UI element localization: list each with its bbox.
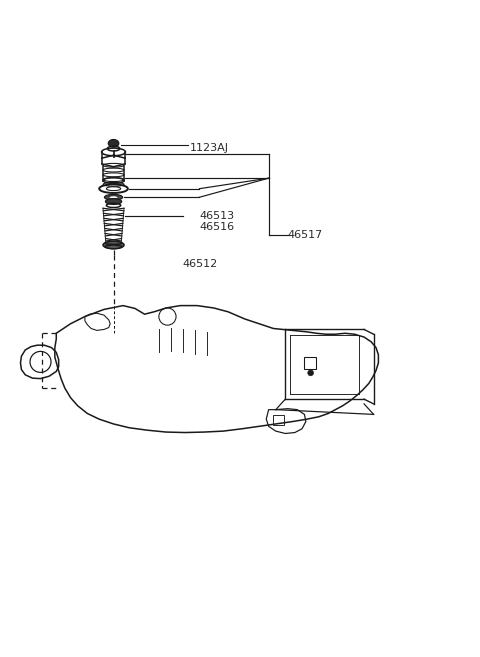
Text: 46512: 46512 (183, 259, 218, 269)
Ellipse shape (103, 241, 124, 249)
Text: 46513: 46513 (199, 212, 235, 221)
Ellipse shape (106, 198, 121, 204)
Circle shape (308, 370, 313, 376)
Ellipse shape (105, 194, 122, 200)
Ellipse shape (108, 139, 119, 147)
Ellipse shape (109, 196, 118, 198)
Text: 46516: 46516 (199, 222, 235, 233)
Text: 1123AJ: 1123AJ (190, 143, 229, 153)
Text: 46517: 46517 (288, 231, 323, 240)
